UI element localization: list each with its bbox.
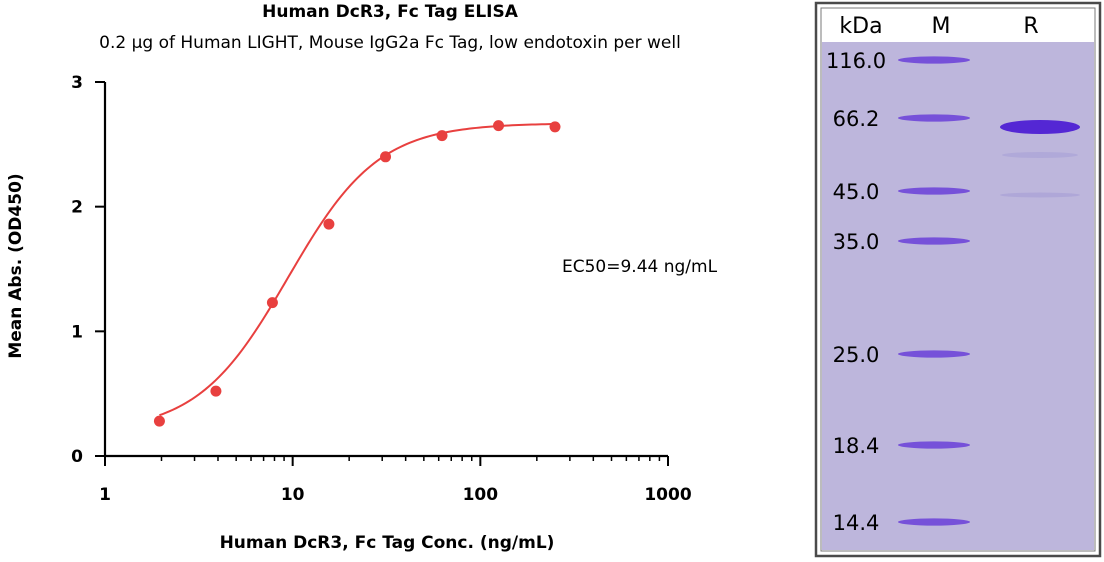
- data-point: [323, 218, 335, 230]
- sample-band: [1000, 120, 1080, 134]
- marker-band: [898, 350, 970, 358]
- data-point: [380, 151, 392, 163]
- x-tick-label: 1: [99, 485, 111, 505]
- x-axis-title: Human DcR3, Fc Tag Conc. (ng/mL): [220, 533, 555, 553]
- data-point: [493, 120, 505, 132]
- marker-label: 45.0: [833, 180, 880, 204]
- marker-band: [898, 187, 970, 195]
- marker-label: 66.2: [833, 107, 880, 131]
- x-tick-label: 10: [281, 485, 305, 505]
- data-points: [153, 120, 561, 427]
- marker-band: [898, 441, 970, 449]
- fit-curve: [159, 122, 556, 417]
- data-point: [266, 297, 278, 309]
- marker-label: 25.0: [833, 343, 880, 367]
- chart-title: Human DcR3, Fc Tag ELISA: [262, 2, 518, 22]
- marker-band: [898, 518, 970, 526]
- marker-band: [898, 237, 970, 245]
- y-tick-label: 1: [71, 322, 83, 342]
- gel-inner-frame: [820, 7, 1096, 552]
- lane-label-m: M: [932, 14, 951, 39]
- marker-label: 116.0: [826, 49, 886, 73]
- sample-faint-band: [1000, 192, 1080, 198]
- marker-band: [898, 56, 970, 64]
- marker-label: 35.0: [833, 230, 880, 254]
- data-point: [549, 121, 561, 133]
- chart-subtitle: 0.2 µg of Human LIGHT, Mouse IgG2a Fc Ta…: [99, 33, 681, 53]
- y-tick-label: 2: [71, 198, 83, 218]
- lane-label-r: R: [1023, 14, 1038, 39]
- data-point: [210, 385, 222, 397]
- x-tick-label: 1000: [644, 485, 691, 505]
- kda-label: kDa: [839, 14, 882, 39]
- sample-faint-band: [1002, 152, 1078, 158]
- marker-label: 14.4: [833, 511, 880, 535]
- y-axis-title: Mean Abs. (OD450): [6, 173, 26, 358]
- marker-label: 18.4: [833, 434, 880, 458]
- y-tick-label: 3: [71, 73, 83, 93]
- y-tick-label: 0: [71, 447, 83, 467]
- data-point: [436, 130, 448, 142]
- x-tick-label: 100: [463, 485, 499, 505]
- data-point: [153, 415, 165, 427]
- marker-band: [898, 114, 970, 122]
- ec50-annotation: EC50=9.44 ng/mL: [562, 257, 718, 277]
